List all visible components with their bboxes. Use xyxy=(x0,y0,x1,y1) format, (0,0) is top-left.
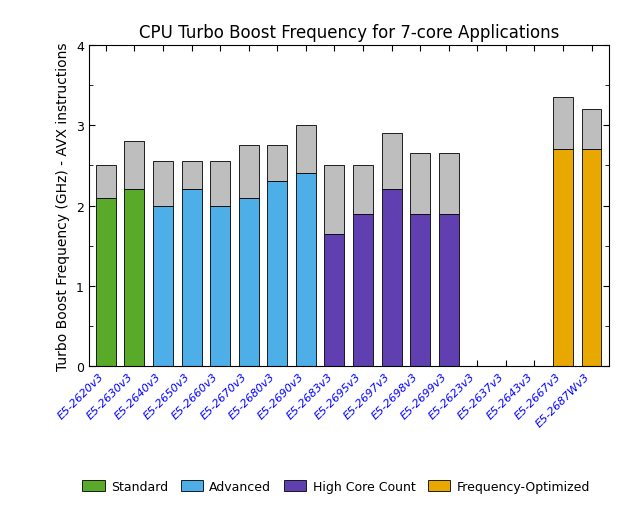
Bar xyxy=(124,190,145,366)
Bar xyxy=(353,166,373,214)
Bar xyxy=(353,214,373,366)
Bar xyxy=(439,154,458,214)
Bar xyxy=(181,162,202,190)
Bar xyxy=(410,214,430,366)
Bar xyxy=(581,110,602,150)
Bar xyxy=(210,162,230,206)
Bar xyxy=(382,134,401,190)
Bar xyxy=(553,150,573,366)
Bar xyxy=(239,198,259,366)
Bar xyxy=(96,166,116,198)
Bar xyxy=(268,182,287,366)
Bar xyxy=(410,154,430,214)
Bar xyxy=(181,190,202,366)
Bar xyxy=(439,214,458,366)
Bar xyxy=(239,146,259,198)
Bar xyxy=(153,162,173,206)
Bar xyxy=(124,142,145,190)
Bar xyxy=(210,206,230,366)
Title: CPU Turbo Boost Frequency for 7-core Applications: CPU Turbo Boost Frequency for 7-core App… xyxy=(138,23,559,42)
Y-axis label: Turbo Boost Frequency (GHz) - AVX instructions: Turbo Boost Frequency (GHz) - AVX instru… xyxy=(56,42,70,370)
Bar xyxy=(296,126,316,174)
Bar xyxy=(325,166,344,234)
Bar xyxy=(296,174,316,366)
Bar xyxy=(268,146,287,182)
Bar xyxy=(553,98,573,150)
Bar xyxy=(153,206,173,366)
Bar xyxy=(325,234,344,366)
Legend: Standard, Advanced, High Core Count, Frequency-Optimized: Standard, Advanced, High Core Count, Fre… xyxy=(77,475,595,498)
Bar xyxy=(382,190,401,366)
Bar xyxy=(581,150,602,366)
Bar xyxy=(96,198,116,366)
